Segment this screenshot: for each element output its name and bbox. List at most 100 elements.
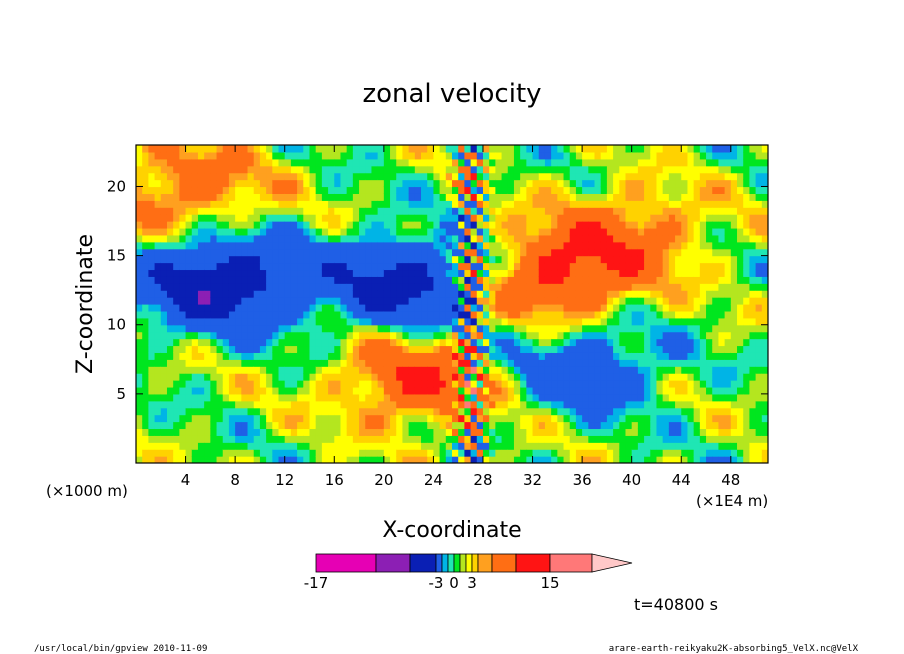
field-cell — [501, 193, 509, 201]
field-cell — [371, 276, 379, 284]
field-cell — [749, 414, 757, 423]
field-cell — [179, 248, 187, 257]
field-cell — [452, 186, 459, 194]
field-cell — [737, 393, 744, 402]
field-cell — [365, 352, 373, 360]
field-cell — [606, 407, 614, 416]
field-cell — [445, 331, 453, 340]
field-cell — [743, 317, 751, 326]
x-tick-label: 32 — [523, 471, 542, 489]
field-cell — [284, 359, 292, 367]
field-cell — [631, 179, 639, 188]
field-cell — [402, 165, 410, 174]
field-cell — [513, 165, 521, 174]
field-cell — [259, 151, 267, 160]
field-cell — [538, 310, 546, 319]
field-cell — [507, 200, 515, 208]
field-cell — [396, 227, 404, 236]
field-cell — [309, 269, 317, 277]
field-cell — [315, 179, 323, 188]
field-cell — [247, 324, 255, 333]
field-cell — [315, 331, 323, 340]
field-cell — [272, 179, 280, 188]
field-cell — [495, 290, 503, 298]
field-cell — [470, 214, 478, 222]
field-cell — [755, 421, 763, 430]
field-cell — [216, 324, 224, 333]
field-cell — [470, 186, 478, 194]
field-cell — [383, 221, 391, 229]
field-cell — [482, 172, 490, 181]
field-cell — [544, 393, 552, 402]
field-cell — [359, 269, 366, 277]
field-cell — [637, 193, 645, 201]
field-cell — [737, 193, 744, 201]
field-cell — [228, 380, 236, 388]
field-cell — [402, 207, 410, 215]
field-cell — [507, 304, 515, 312]
field-cell — [495, 283, 503, 291]
field-cell — [377, 386, 385, 395]
field-cell — [458, 331, 465, 340]
field-cell — [563, 304, 571, 312]
field-cell — [377, 241, 385, 250]
field-cell — [644, 456, 651, 463]
field-cell — [185, 317, 193, 326]
field-cell — [402, 193, 410, 201]
field-cell — [706, 179, 713, 188]
field-cell — [408, 200, 416, 208]
field-cell — [575, 421, 583, 430]
field-cell — [136, 283, 143, 291]
field-cell — [377, 393, 385, 402]
field-cell — [154, 234, 162, 243]
field-cell — [445, 338, 453, 347]
field-cell — [297, 200, 304, 208]
field-cell — [482, 449, 490, 457]
field-cell — [377, 186, 385, 194]
field-cell — [513, 241, 521, 250]
field-cell — [476, 449, 484, 457]
field-cell — [148, 145, 156, 153]
field-cell — [352, 214, 360, 222]
field-cell — [464, 255, 472, 264]
field-cell — [482, 241, 490, 250]
field-cell — [631, 373, 639, 381]
field-cell — [414, 414, 422, 423]
field-cell — [730, 241, 738, 250]
field-cell — [216, 421, 224, 430]
field-cell — [619, 359, 627, 367]
field-cell — [538, 414, 546, 423]
field-cell — [303, 366, 311, 374]
field-cell — [148, 304, 156, 312]
field-cell — [538, 200, 546, 208]
field-cell — [297, 373, 304, 381]
field-cell — [613, 393, 620, 402]
field-cell — [235, 421, 242, 430]
field-cell — [414, 407, 422, 416]
field-cell — [755, 179, 763, 188]
field-cell — [662, 407, 670, 416]
field-cell — [520, 283, 527, 291]
field-cell — [712, 324, 720, 333]
field-cell — [377, 234, 385, 243]
field-cell — [532, 456, 540, 463]
field-cell — [284, 317, 292, 326]
field-cell — [520, 158, 527, 167]
field-cell — [532, 338, 540, 347]
colorbar-labels: -17 -3 0 3 15 — [304, 574, 560, 592]
field-cell — [241, 414, 249, 423]
field-cell — [253, 193, 261, 201]
field-cell — [402, 158, 410, 167]
field-cell — [532, 442, 540, 450]
field-cell — [538, 262, 546, 271]
field-cell — [458, 359, 465, 367]
field-cell — [501, 248, 509, 257]
field-cell — [427, 338, 435, 347]
field-cell — [619, 207, 627, 215]
field-cell — [390, 366, 397, 374]
field-cell — [687, 241, 695, 250]
field-cell — [675, 248, 682, 257]
field-cell — [427, 297, 435, 305]
field-cell — [501, 297, 509, 305]
field-cell — [340, 428, 348, 436]
